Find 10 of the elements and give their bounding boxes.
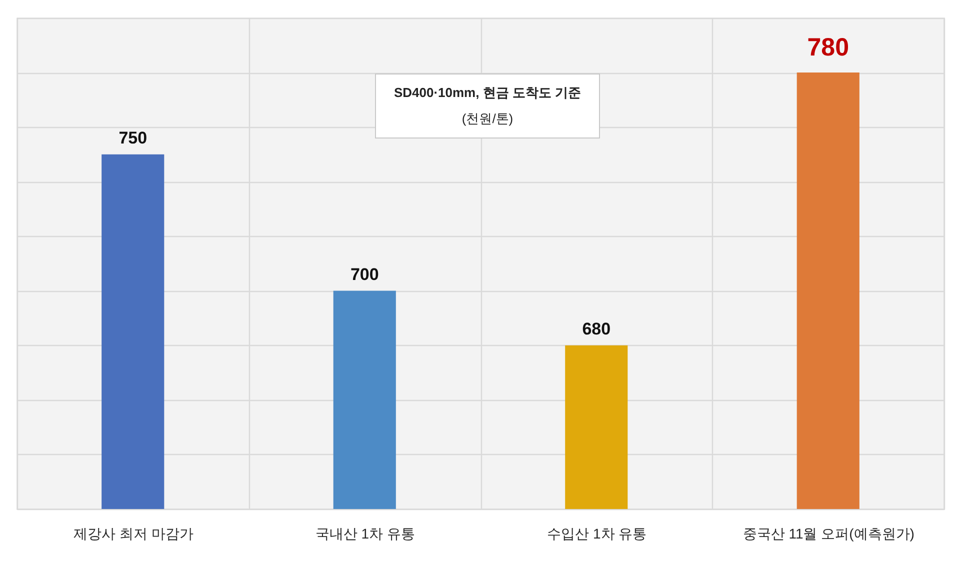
x-tick-label: 중국산 11월 오퍼(예측원가) xyxy=(742,526,914,542)
annotation: (천원/톤) xyxy=(462,111,514,126)
data-label: 700 xyxy=(350,264,379,284)
data-label: 750 xyxy=(118,128,148,148)
annotation: SD400·10mm, 현금 도착도 기준 xyxy=(394,85,582,100)
x-tick-label: 수입산 1차 유통 xyxy=(547,526,647,542)
data-label: 680 xyxy=(582,319,611,338)
x-tick-label: 제강사 최저 마감가 xyxy=(73,526,194,542)
x-tick-label: 국내산 1차 유통 xyxy=(315,526,415,542)
annotation: 780 xyxy=(807,34,849,62)
